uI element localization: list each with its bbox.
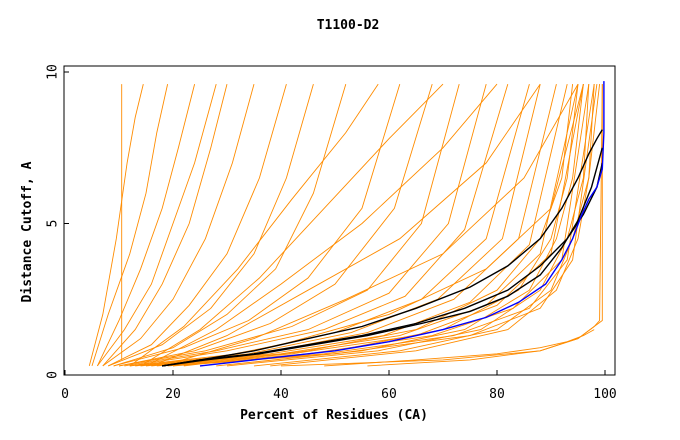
x-tick-label-4: 80 [489,387,505,402]
x-tick-label-0: 0 [61,387,69,402]
axes-layer: 0 20 40 60 80 100 0 5 10 [46,64,617,402]
series-line-4 [97,83,217,367]
series-line-6 [102,83,255,367]
series-line-25 [162,83,579,367]
x-tick-label-1: 20 [165,387,181,402]
series-line-3 [96,83,196,367]
series-line-27 [145,83,498,367]
series-line-7 [108,83,287,367]
y-tick-label-0: 0 [46,371,61,379]
series-line-5 [102,83,228,367]
series-line-26 [151,83,541,367]
series-line-32 [216,84,584,367]
series-line-23 [172,84,598,367]
series-line-33 [226,84,590,367]
series-line-2 [91,84,169,367]
series-line-42 [199,81,605,367]
x-tick-label-5: 100 [593,387,616,402]
series-line-10 [113,83,401,367]
series-line-13 [124,83,487,367]
y-axis-label: Distance Cutoff, A [20,161,35,302]
series-line-1 [88,83,144,367]
series-line-12 [118,83,460,367]
series-line-18 [145,83,568,367]
series-line-41 [162,147,603,367]
series-line-19 [151,84,579,367]
x-tick-label-2: 40 [273,387,289,402]
series-layer [88,81,605,367]
series-line-39 [162,129,603,367]
series-line-37 [324,329,595,367]
x-tick-label-3: 60 [381,387,397,402]
series-line-11 [118,83,433,367]
series-line-28 [140,83,444,367]
series-line-31 [199,84,579,367]
series-line-9 [113,83,347,367]
series-line-8 [108,83,314,367]
series-line-38 [367,84,603,367]
plot-frame [63,65,616,376]
series-line-14 [129,83,509,367]
series-line-35 [270,84,601,367]
x-axis-label: Percent of Residues (CA) [240,408,428,423]
series-line-15 [129,83,530,367]
series-line-29 [129,83,379,367]
series-line-34 [253,84,595,367]
y-tick-label-2: 10 [46,64,61,80]
chart-title: T1100-D2 [317,18,380,33]
y-tick-label-1: 5 [46,220,61,228]
series-line-30 [183,84,574,367]
